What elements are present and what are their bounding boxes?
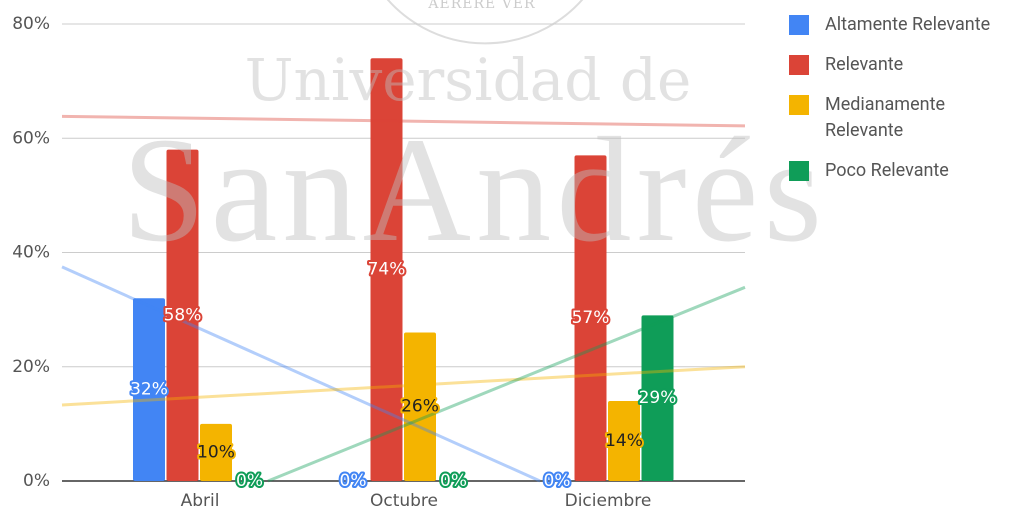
legend-swatch [789,55,809,75]
x-tick-label: Octubre [370,491,438,511]
legend-label: Poco Relevante [825,160,949,181]
bar [370,58,403,482]
legend-item: Relevante [781,52,1021,78]
bar [166,149,199,482]
bar [133,298,165,481]
watermark-line2: SanAndrés [122,107,822,273]
y-tick-label: 40% [12,243,50,263]
legend-swatch [789,161,809,181]
legend-label: Altamente Relevante [825,14,991,35]
legend-swatch [789,15,809,35]
bar [608,401,640,481]
value-label: 0% [236,471,263,491]
trendline [61,365,746,407]
bar [574,155,607,481]
trendline [61,265,541,483]
value-label: 58% [164,305,202,325]
y-tick-label: 20% [12,357,50,377]
trendline [61,114,746,128]
value-label: 32% [130,380,168,400]
legend-label: Medianamente Relevante [825,94,946,141]
bar [404,332,436,481]
bar [641,315,674,481]
y-tick-label: 80% [12,14,50,34]
y-tick-label: 0% [23,471,50,491]
value-label: 0% [440,471,467,491]
y-tick-label: 60% [12,128,50,148]
value-label: 0% [340,471,367,491]
x-tick-label: Abril [181,491,220,511]
value-label: 10% [197,442,235,462]
value-label: 29% [639,388,677,408]
legend: Altamente Relevante Relevante Medianamente… [781,12,1021,198]
watermark-back [386,0,584,45]
value-label: 0% [544,471,571,491]
trendline [267,285,746,483]
legend-label: Relevante [825,54,904,75]
legend-swatch [789,95,809,115]
value-label: 26% [401,397,439,417]
value-label: 74% [368,260,406,280]
x-tick-label: Diciembre [565,491,652,511]
legend-item: Medianamente Relevante [781,92,1021,144]
watermark-line1: Universidad de [245,46,692,114]
legend-item: Altamente Relevante [781,12,1021,38]
bar [200,423,232,481]
legend-item: Poco Relevante [781,158,1021,184]
value-label: 14% [605,431,643,451]
watermark-motto: AERERE VER [427,0,535,12]
value-label: 57% [572,308,610,328]
watermark-arc [386,0,584,45]
